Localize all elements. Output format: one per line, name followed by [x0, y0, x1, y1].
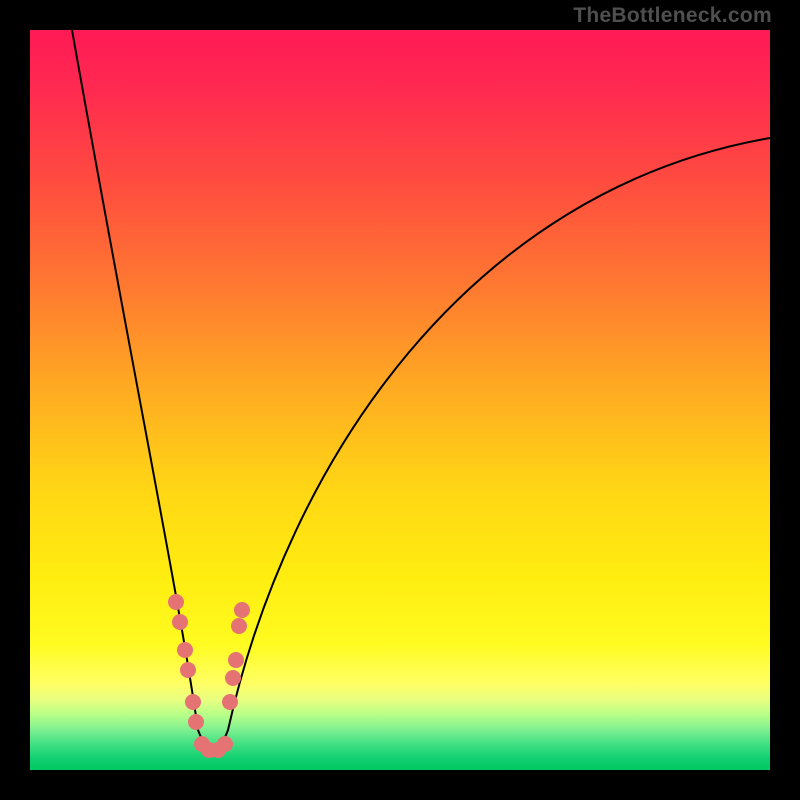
- scatter-point: [177, 642, 193, 658]
- bottleneck-curve: [72, 30, 770, 750]
- scatter-point: [168, 594, 184, 610]
- scatter-point: [231, 618, 247, 634]
- scatter-point: [222, 694, 238, 710]
- scatter-point: [180, 662, 196, 678]
- scatter-point: [188, 714, 204, 730]
- scatter-points: [168, 594, 250, 758]
- plot-area: [30, 30, 770, 770]
- curve-layer: [30, 30, 770, 770]
- scatter-point: [172, 614, 188, 630]
- scatter-point: [225, 670, 241, 686]
- scatter-point: [217, 736, 233, 752]
- scatter-point: [228, 652, 244, 668]
- scatter-point: [185, 694, 201, 710]
- watermark-text: TheBottleneck.com: [573, 4, 772, 28]
- chart-frame: TheBottleneck.com: [0, 0, 800, 800]
- scatter-point: [234, 602, 250, 618]
